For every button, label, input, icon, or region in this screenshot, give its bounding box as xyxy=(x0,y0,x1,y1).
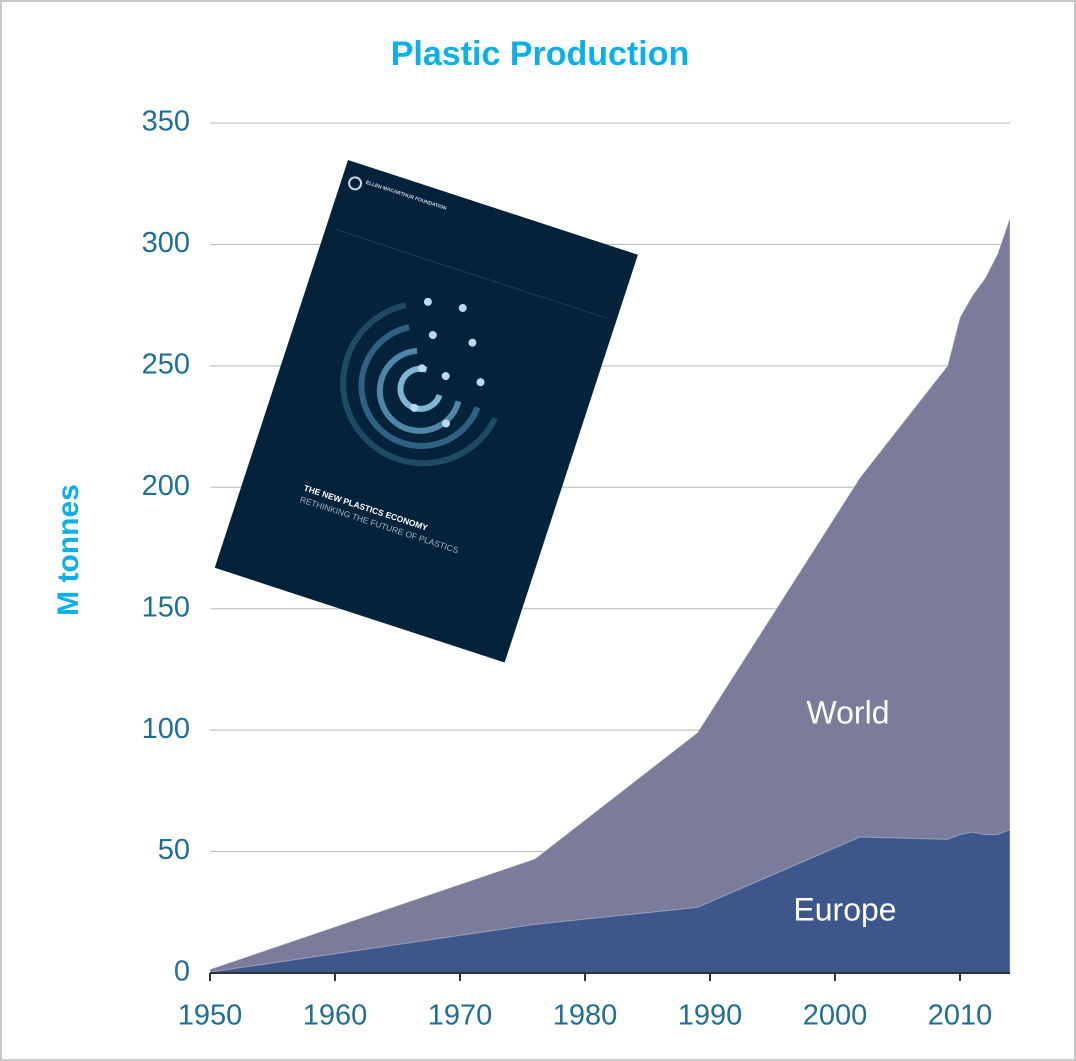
y-tick-label: 200 xyxy=(142,470,190,502)
x-tick-label: 1990 xyxy=(678,1000,743,1032)
y-tick-label: 150 xyxy=(142,591,190,623)
x-tick-label: 2010 xyxy=(928,1000,993,1032)
y-tick-label: 350 xyxy=(142,106,190,138)
x-tick-label: 2000 xyxy=(803,1000,868,1032)
y-tick-label: 250 xyxy=(142,349,190,381)
x-tick-label: 1970 xyxy=(428,1000,493,1032)
arc xyxy=(358,324,481,449)
y-tick-label: 300 xyxy=(142,227,190,259)
cover-rule xyxy=(335,229,607,319)
book-cover: ELLEN MACARTHUR FOUNDATION THE NEW PLAST… xyxy=(214,159,638,663)
arc xyxy=(397,365,443,412)
chart-title: Plastic Production xyxy=(391,35,690,73)
y-tick-label: 50 xyxy=(158,834,190,866)
y-axis-label: M tonnes xyxy=(52,484,85,616)
dots xyxy=(410,297,485,428)
cover xyxy=(214,159,638,663)
y-tick-label: 100 xyxy=(142,713,190,745)
x-tick-label: 1950 xyxy=(178,1000,243,1032)
area xyxy=(209,828,1011,974)
x-tick-label: 1980 xyxy=(553,1000,618,1032)
arc xyxy=(340,302,498,467)
series-label: Europe xyxy=(793,891,896,927)
area xyxy=(209,217,1011,974)
logo xyxy=(348,176,363,191)
x-tick-label: 1960 xyxy=(303,1000,368,1032)
y-tick-label: 0 xyxy=(174,956,190,988)
series-label: World xyxy=(807,694,890,730)
